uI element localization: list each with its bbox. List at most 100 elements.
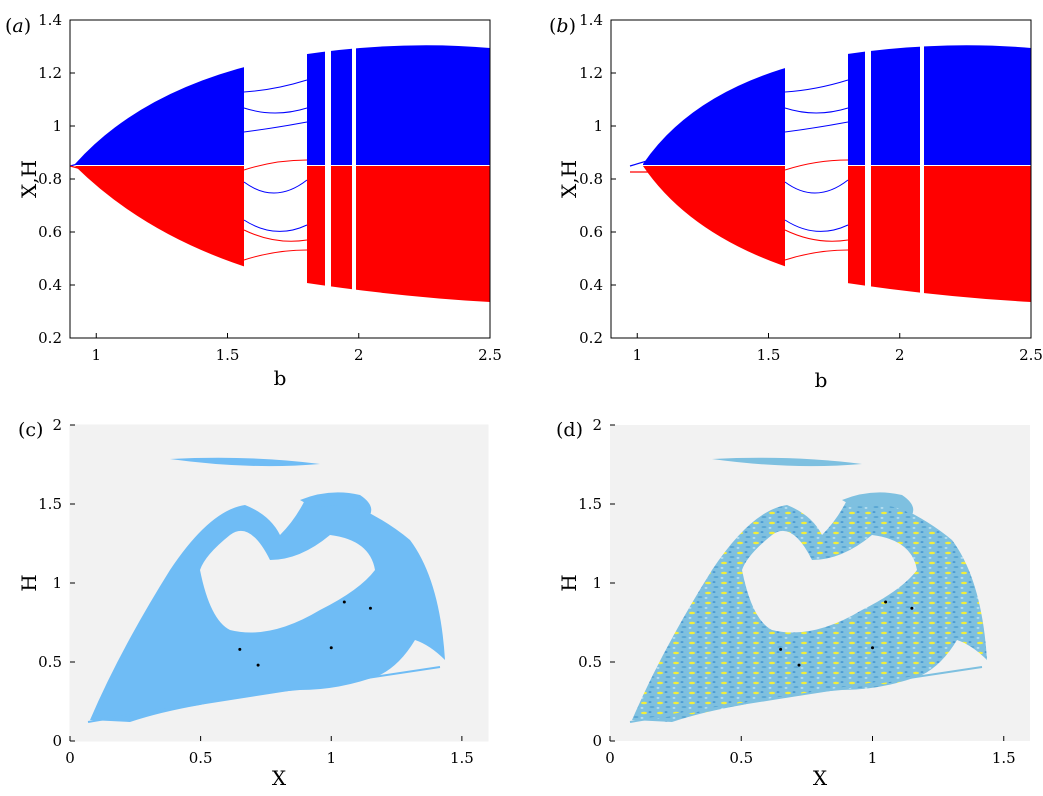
panel-a-orbit-lines	[243, 79, 308, 261]
panel-b-xtick-label: 1	[632, 346, 642, 364]
panel-a-label-paren-close: )	[24, 15, 31, 37]
panel-a-blue-branch-period1	[70, 161, 86, 167]
panel-d-plot-area	[629, 457, 987, 723]
panel-d-top-arc	[712, 457, 862, 467]
panel-a-red-orbit-line	[243, 229, 308, 242]
panel-c-ylabel: H	[17, 574, 41, 591]
panel-b-blue-orbit-line	[784, 179, 849, 194]
panel-a-red-orbit-line	[243, 249, 308, 261]
panel-b-axes: 1 1.5 2 2.5 0.2 0.4 0.6 0.8 1 1.2 1.4	[579, 11, 1043, 364]
panel-d-basin-region	[632, 495, 987, 722]
panel-a-xtick-label: 2.5	[478, 346, 502, 364]
panel-d-ytick-label: 0.5	[578, 653, 602, 671]
panel-a-xlabel: b	[274, 366, 287, 390]
panel-c-top-arc	[170, 457, 320, 467]
panel-b-blue-orbit-line	[784, 79, 849, 93]
panel-a-axes: 1 1.5 2 2.5 0.2 0.4 0.6 0.8 1 1.2 1.4	[38, 11, 502, 364]
panel-a-periodic-window	[325, 20, 331, 338]
panel-a-periodic-window	[244, 20, 307, 338]
panel-d-xtick-label: 0.5	[729, 749, 753, 767]
panel-a-ylabel: X,H	[17, 160, 41, 198]
panel-b-label: (b)	[549, 15, 576, 37]
panel-a-red-orbit-line	[243, 159, 308, 171]
panel-d-xtick-label: 1.5	[992, 749, 1016, 767]
panel-b-ytick-label: 1.4	[579, 11, 603, 29]
panel-a-red-branch-period1	[70, 165, 86, 171]
panel-c-xtick-label: 1.5	[450, 749, 474, 767]
panel-d-ytick-label: 0	[592, 732, 602, 750]
panel-b-ytick-label: 0.4	[579, 276, 603, 294]
panel-a-xtick-label: 1.5	[216, 346, 240, 364]
panel-d-ytick-label: 1	[592, 574, 602, 592]
panel-a-label-letter: a	[12, 15, 23, 37]
panel-b-xtick-label: 2.5	[1019, 346, 1043, 364]
panel-d-xtick-label: 1	[868, 749, 878, 767]
panel-a-xtick-label: 1	[91, 346, 101, 364]
panel-b-xtick-label: 1.5	[757, 346, 781, 364]
panel-d-points	[779, 600, 914, 667]
panel-c-point	[342, 600, 346, 604]
panel-d-axes: 0 0.5 1 1.5 0 0.5 1 1.5 2	[578, 416, 1016, 767]
panel-b-label-paren: (	[549, 15, 556, 37]
panel-d-ytick-label: 1.5	[578, 495, 602, 513]
panel-b-periodic-window	[785, 20, 848, 338]
panel-c-bottom-band	[87, 666, 441, 723]
panel-b-red-orbit-line	[784, 229, 849, 242]
panel-b-blue-orbit-line	[784, 107, 849, 114]
panel-c-basin-region	[90, 495, 445, 722]
panel-b-ytick-label: 0.2	[579, 329, 603, 347]
panel-d-label: (d)	[556, 419, 583, 441]
panel-d-ytick-label: 2	[592, 416, 602, 434]
panel-d-point	[871, 646, 874, 650]
panel-c-xtick-label: 0.5	[189, 749, 213, 767]
panel-a-ytick-label: 0.4	[38, 276, 62, 294]
panel-a-label-paren: (	[5, 15, 12, 37]
panel-b-xlabel: b	[815, 368, 828, 392]
panel-a: 1 1.5 2 2.5 0.2 0.4 0.6 0.8 1 1.2 1.4 (a) b X,H	[5, 11, 502, 390]
panel-a-blue-orbit-line	[243, 219, 308, 232]
panel-b-red-orbit-line	[784, 249, 849, 261]
panel-b-xtick-label: 2	[895, 346, 905, 364]
panel-b-orbit-lines	[784, 79, 849, 261]
panel-d-ylabel: H	[557, 574, 581, 591]
panel-d-upper-loop	[842, 492, 914, 515]
panel-d-point	[779, 647, 783, 651]
panel-b-blue-branch-period1	[629, 159, 651, 167]
panel-c: 0 0.5 1 1.5 0 0.5 1 1.5 2 (c) X H	[17, 416, 489, 790]
panel-a-ytick-label: 1.4	[38, 11, 62, 29]
panel-b-ytick-label: 1.2	[579, 64, 603, 82]
panel-c-plot-area	[87, 457, 445, 723]
panel-a-blue-orbit-line	[243, 79, 308, 93]
panel-c-ytick-label: 1	[52, 574, 62, 592]
panel-c-point	[368, 606, 372, 610]
panel-b-blue-orbit-line	[784, 121, 849, 133]
panel-a-ytick-label: 0.2	[38, 329, 62, 347]
panel-a-blue-orbit-line	[243, 107, 308, 114]
panel-a-ytick-label: 0.8	[38, 170, 62, 188]
panel-b-red-orbit-line	[784, 159, 849, 171]
panel-c-point	[256, 663, 260, 667]
panel-a-periodic-window	[352, 20, 356, 338]
panel-d-xtick-label: 0	[605, 749, 615, 767]
panel-a-ytick-label: 1.2	[38, 64, 62, 82]
panel-b-periodic-window	[865, 20, 871, 338]
panel-c-ytick-label: 2	[52, 416, 62, 434]
panel-c-upper-loop	[300, 492, 372, 515]
panel-d-point	[884, 600, 888, 604]
panel-b-ytick-label: 1	[593, 117, 603, 135]
panel-c-label: (c)	[18, 419, 43, 441]
panel-c-ytick-label: 0.5	[38, 653, 62, 671]
panel-a-blue-orbit-line	[243, 121, 308, 133]
panel-d-point	[910, 606, 914, 610]
panel-c-points	[238, 600, 372, 667]
panel-b-label-letter: b	[556, 15, 568, 37]
panel-b-label-paren-close: )	[569, 15, 576, 37]
panel-c-xtick-label: 1	[326, 749, 336, 767]
panel-b-ylabel: X,H	[557, 160, 581, 198]
panel-c-point	[329, 646, 333, 650]
panel-a-ytick-label: 0.6	[38, 223, 62, 241]
panel-d-point	[797, 663, 801, 667]
panel-b-ytick-label: 0.6	[579, 223, 603, 241]
panel-a-ytick-label: 1	[52, 117, 62, 135]
